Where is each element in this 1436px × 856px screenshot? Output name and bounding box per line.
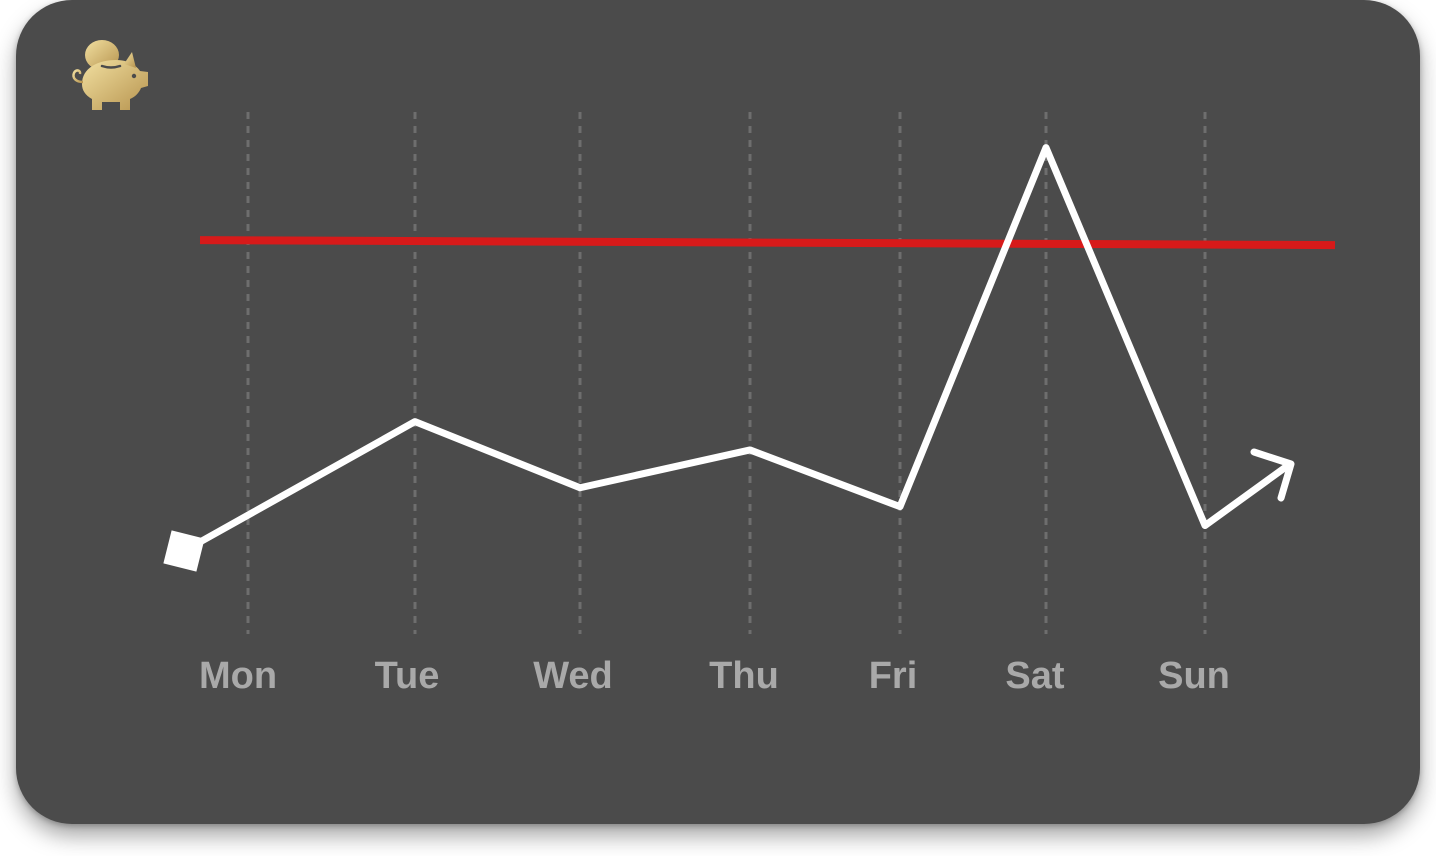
start-square-marker xyxy=(163,530,205,572)
end-arrow-head xyxy=(1250,448,1295,502)
x-tick-label-tue: Tue xyxy=(375,655,440,697)
piggy-bank-icon xyxy=(68,38,152,114)
x-tick-label-thu: Thu xyxy=(709,655,779,697)
x-tick-label-sat: Sat xyxy=(1005,655,1064,697)
x-tick-label-wed: Wed xyxy=(533,655,613,697)
x-tick-label-sun: Sun xyxy=(1158,655,1230,697)
x-tick-label-mon: Mon xyxy=(199,655,277,697)
x-tick-label-fri: Fri xyxy=(869,655,918,697)
threshold-line xyxy=(199,236,1336,250)
chart-card xyxy=(16,0,1420,824)
series-line xyxy=(196,144,1294,546)
